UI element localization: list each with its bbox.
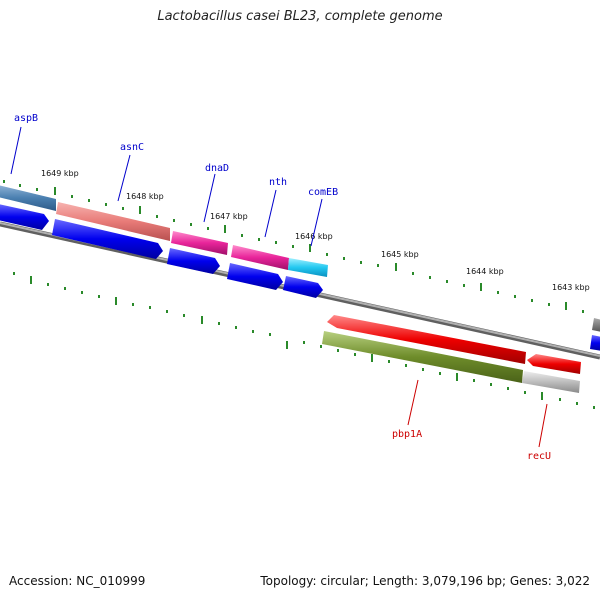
kbp-label: 1647 kbp (210, 212, 248, 221)
cds-arrow[interactable] (0, 204, 49, 230)
gene-dnaD[interactable] (171, 231, 228, 255)
cds-arrow[interactable] (283, 276, 323, 298)
gene-feature-gray[interactable] (522, 371, 580, 393)
kbp-label: 1643 kbp (552, 283, 590, 292)
gene-pbp1A-red[interactable] (327, 315, 526, 364)
label-leader-lines (10, 126, 548, 448)
lower-tick-marks (13, 272, 595, 409)
map-title: Lactobacillus casei BL23, complete genom… (157, 9, 443, 24)
gene-labels: aspB asnC dnaD nth comEB pbp1A recU (14, 113, 551, 462)
gene-label-comEB: comEB (308, 187, 338, 198)
kbp-label: 1644 kbp (466, 267, 504, 276)
gene-pbp1A[interactable] (322, 331, 523, 383)
gene-label-pbp1A: pbp1A (392, 429, 422, 440)
gene-aspB[interactable] (0, 185, 56, 211)
gene-feature-partial[interactable] (592, 318, 600, 332)
gene-asnC[interactable] (56, 202, 170, 241)
gene-comEB[interactable] (288, 258, 328, 277)
gene-label-asnC: asnC (120, 142, 144, 153)
gene-features-lower[interactable] (322, 315, 581, 393)
cds-arrow[interactable] (52, 219, 163, 259)
gene-recU[interactable] (527, 354, 581, 374)
cds-arrow[interactable] (590, 335, 600, 351)
gene-features-upper[interactable] (0, 185, 328, 277)
kbp-labels: 1649 kbp 1648 kbp 1647 kbp 1646 kbp 1645… (41, 169, 590, 292)
gene-label-dnaD: dnaD (205, 163, 229, 174)
kbp-label: 1645 kbp (381, 250, 419, 259)
gene-label-aspB: aspB (14, 113, 38, 124)
topology-text: Topology: circular; Length: 3,079,196 bp… (260, 574, 590, 588)
cds-arrows-upper[interactable] (0, 204, 323, 298)
cds-arrow[interactable] (167, 248, 220, 274)
kbp-label: 1649 kbp (41, 169, 79, 178)
upper-tick-marks (3, 180, 584, 313)
cds-arrow[interactable] (227, 263, 283, 290)
gene-nth[interactable] (231, 245, 289, 270)
gene-label-recU: recU (527, 451, 551, 462)
kbp-label: 1648 kbp (126, 192, 164, 201)
gene-features-edge[interactable] (590, 318, 600, 351)
kbp-label: 1646 kbp (295, 232, 333, 241)
accession-text: Accession: NC_010999 (9, 574, 146, 588)
gene-label-nth: nth (269, 177, 287, 188)
